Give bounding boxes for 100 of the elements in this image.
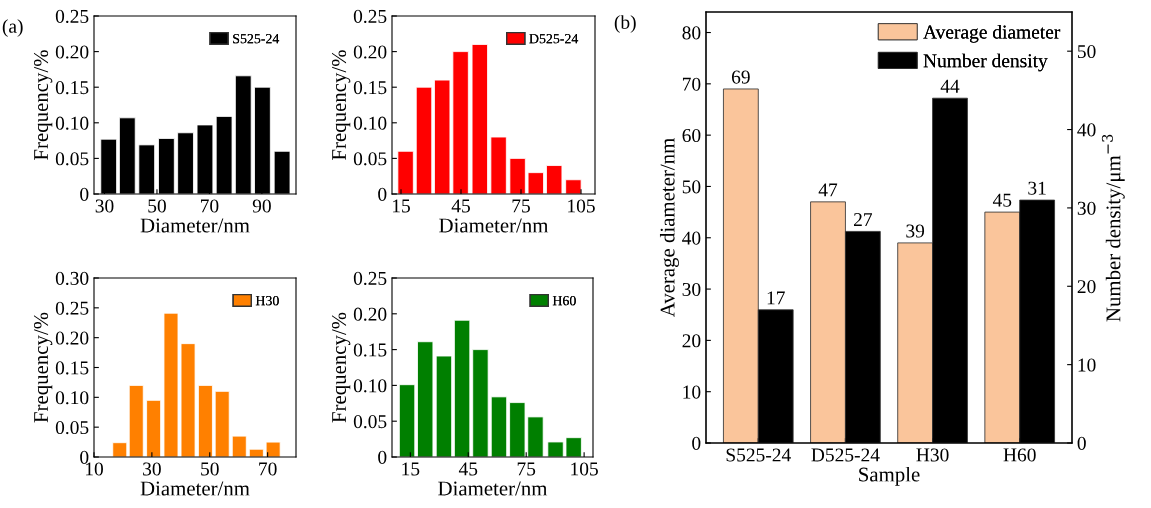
bar — [417, 341, 434, 457]
y-tick-label: 0.20 — [353, 45, 387, 59]
bar — [565, 179, 582, 194]
y-tick-label: 0.05 — [55, 152, 89, 166]
data-label: 27 — [853, 213, 873, 226]
y-tick-label: 0.15 — [353, 343, 387, 357]
x-tick-label: H30 — [916, 448, 949, 462]
text: (a) — [2, 19, 23, 37]
bar — [435, 355, 453, 457]
y-tick-label: 0.05 — [55, 420, 89, 435]
x-tick-label: 70 — [259, 462, 277, 476]
legend-label: Number density — [923, 53, 1048, 72]
bar — [490, 136, 507, 194]
x-tick-label: 30 — [95, 199, 114, 213]
bar — [397, 150, 414, 194]
x-tick-label: 75 — [517, 462, 536, 476]
data-label: 47 — [818, 183, 838, 197]
y-axis-title: Frequency/% — [33, 50, 53, 160]
y2-tick-label: 20 — [1077, 280, 1096, 294]
x-tick-label: 15 — [392, 199, 410, 213]
y-tick-label: 0.15 — [55, 361, 89, 375]
y-axis-title: Frequency/% — [331, 312, 351, 423]
y2-tick-label: 10 — [1078, 358, 1096, 372]
data-label: 39 — [906, 224, 925, 238]
x-tick-label: 50 — [201, 462, 219, 476]
y-tick-label: 60 — [682, 128, 701, 143]
x-tick-label: H60 — [1003, 448, 1036, 462]
bar — [546, 165, 563, 194]
bar — [146, 399, 162, 457]
y-tick-label: 0.25 — [353, 9, 387, 24]
data-label: 17 — [767, 291, 785, 305]
y-axis-title: Average diameter/nm — [659, 138, 679, 318]
y2-tick-label: 40 — [1077, 123, 1096, 137]
y-tick-label: 80 — [682, 26, 701, 40]
x-tick-label: S525-24 — [726, 448, 791, 462]
y-tick-label: 0.15 — [353, 81, 387, 95]
y-tick-label: 0 — [692, 436, 701, 450]
x-tick-label: 105 — [571, 462, 598, 476]
bar — [231, 435, 247, 457]
y-axis-title: Frequency/% — [33, 312, 53, 423]
x-tick-label: 90 — [252, 199, 271, 213]
y-tick-label: 0.20 — [55, 45, 89, 59]
legend-label: Average diameter — [923, 24, 1061, 43]
y2-tick-label: 50 — [1077, 45, 1096, 59]
legend-label: D525-24 — [529, 34, 579, 44]
y-tick-label: 50 — [682, 180, 701, 194]
y-tick-label: 0 — [80, 450, 89, 464]
y-tick-label: 0.20 — [55, 331, 89, 345]
y-tick-label: 0.30 — [55, 271, 89, 286]
x-axis-title: Sample — [859, 466, 920, 486]
text: (b) — [614, 15, 636, 33]
bar — [490, 396, 508, 457]
x-tick-label: 105 — [568, 199, 595, 213]
bar — [471, 44, 488, 194]
y-tick-label: 20 — [682, 334, 701, 348]
bar — [472, 349, 489, 457]
x-axis-title: Diameter/nm — [438, 481, 548, 496]
y-tick-label: 0.05 — [353, 415, 387, 429]
y-tick-label: 0.25 — [55, 301, 89, 315]
x-axis-title: Diameter/nm — [439, 218, 549, 233]
x-tick-label: 45 — [458, 462, 478, 476]
bar — [214, 390, 230, 457]
y-tick-label: 0.10 — [353, 379, 387, 393]
y-tick-label: 0 — [80, 187, 89, 201]
x-axis-title: Diameter/nm — [140, 481, 250, 496]
y-tick-label: 0.10 — [55, 116, 89, 130]
y-tick-label: 0 — [378, 450, 387, 464]
y-axis-title: Frequency/% — [331, 50, 351, 160]
y2-tick-label: 0 — [1077, 436, 1086, 450]
y-tick-label: 40 — [682, 231, 701, 245]
y-tick-label: 0.15 — [55, 81, 89, 95]
y-tick-label: 0.05 — [353, 152, 387, 166]
data-label: 44 — [940, 79, 960, 93]
x-tick-label: 75 — [512, 199, 530, 213]
x-tick-label: 45 — [451, 199, 470, 213]
y2-axis-title: Number density/μm$^{−3}$ — [1101, 134, 1125, 322]
x-tick-label: 50 — [148, 199, 166, 213]
y-tick-label: 70 — [682, 77, 701, 91]
y-tick-label: 0.10 — [55, 391, 89, 405]
x-axis-title: Diameter/nm — [140, 218, 250, 233]
y-tick-label: 0.20 — [353, 307, 387, 321]
x-tick-label: D525-24 — [811, 448, 880, 462]
bar — [197, 384, 213, 457]
bar — [128, 384, 144, 457]
x-tick-label: 70 — [200, 199, 219, 213]
data-label: 31 — [1028, 181, 1046, 195]
legend-label: S525-24 — [233, 34, 280, 44]
bar — [453, 319, 471, 457]
data-label: 69 — [731, 70, 750, 84]
legend-label: H30 — [255, 295, 279, 306]
y-tick-label: 0.25 — [353, 271, 387, 286]
y-tick-label: 0.10 — [353, 116, 387, 130]
legend-label: H60 — [552, 295, 576, 306]
bar — [112, 442, 128, 457]
y-tick-label: 0.25 — [55, 9, 89, 24]
y-tick-label: 0 — [378, 187, 387, 201]
bar — [398, 384, 416, 457]
y-tick-label: 30 — [682, 282, 701, 297]
x-tick-label: 15 — [402, 462, 420, 476]
bar — [415, 86, 433, 194]
